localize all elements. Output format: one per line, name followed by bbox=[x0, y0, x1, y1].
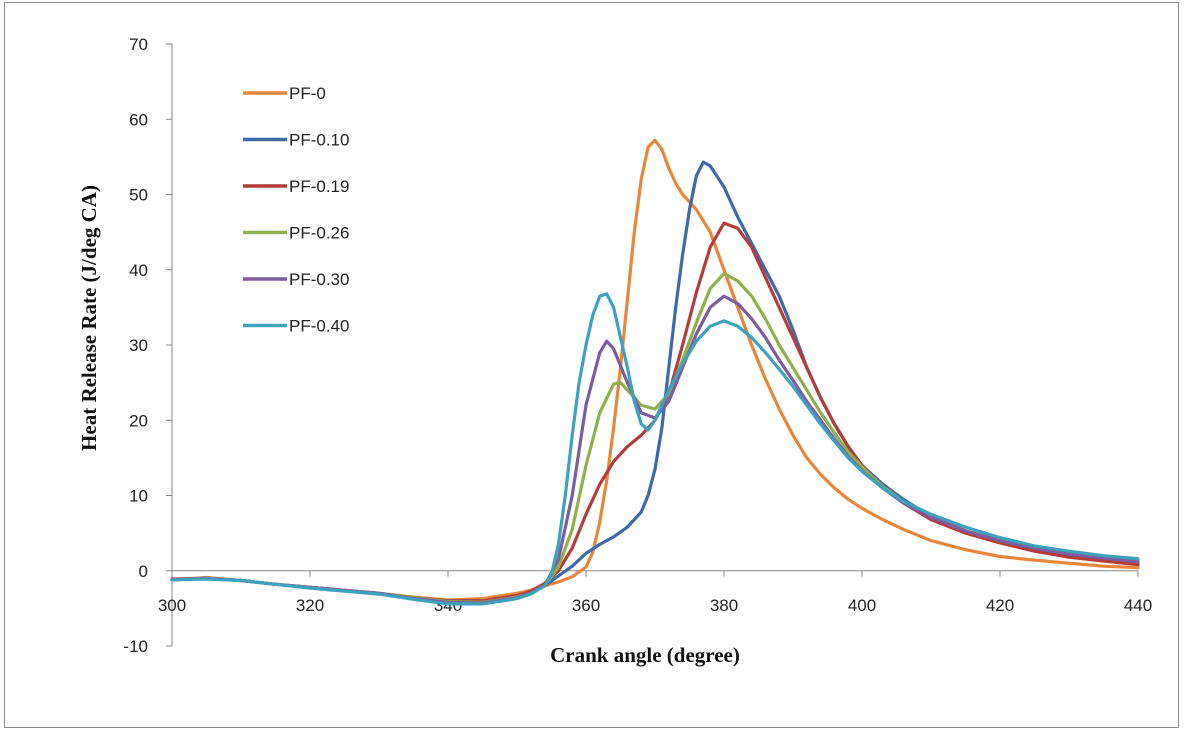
y-tick-label: 70 bbox=[129, 35, 148, 54]
series-line-pf-0-40 bbox=[170, 292, 1140, 606]
x-tick-label: 440 bbox=[1124, 596, 1152, 615]
x-tick-label: 320 bbox=[296, 596, 324, 615]
legend-label: PF-0.30 bbox=[289, 270, 349, 289]
legend: PF-0 PF-0.10 PF-0.19 PF-0.26 PF-0.30 PF-0.40 bbox=[243, 84, 349, 336]
legend-label: PF-0.26 bbox=[289, 224, 349, 243]
series-line-pf-0-30 bbox=[170, 294, 1140, 605]
series-line-pf-0 bbox=[170, 138, 1140, 602]
y-tick-label: -10 bbox=[123, 637, 148, 656]
x-tick-label: 300 bbox=[158, 596, 186, 615]
x-tick-label: 360 bbox=[572, 596, 600, 615]
y-tick-label: 60 bbox=[129, 110, 148, 129]
y-tick-label: 0 bbox=[139, 562, 148, 581]
legend-label: PF-0.19 bbox=[289, 177, 349, 196]
y-tick-label: 40 bbox=[129, 261, 148, 280]
x-tick-label: 400 bbox=[848, 596, 876, 615]
y-axis-title: Heat Release Rate (J/deg CA) bbox=[77, 185, 101, 451]
y-tick-label: 30 bbox=[129, 336, 148, 355]
x-axis-title: Crank angle (degree) bbox=[550, 643, 740, 667]
y-tick-label: 10 bbox=[129, 487, 148, 506]
y-tick-label: 20 bbox=[129, 411, 148, 430]
x-tick-label: 420 bbox=[986, 596, 1014, 615]
chart-area bbox=[4, 2, 1179, 728]
legend-label: PF-0 bbox=[289, 84, 326, 103]
legend-label: PF-0.40 bbox=[289, 317, 349, 336]
legend-label: PF-0.10 bbox=[289, 131, 349, 150]
x-tick-label: 380 bbox=[710, 596, 738, 615]
y-tick-label: 50 bbox=[129, 186, 148, 205]
series-lines bbox=[170, 138, 1140, 606]
axes bbox=[166, 43, 1139, 647]
